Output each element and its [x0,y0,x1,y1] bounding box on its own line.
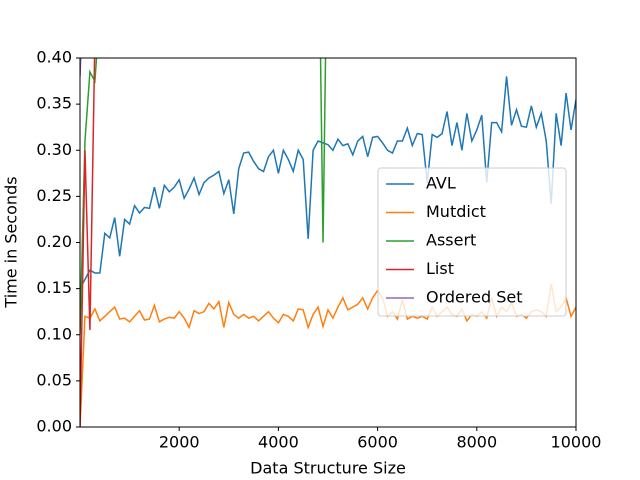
y-tick-label: 0.30 [36,140,72,159]
plot-frame [79,57,577,428]
data-line [80,58,96,427]
data-line [80,58,327,335]
legend-label: Ordered Set [426,288,522,307]
y-axis-label: Time in Seconds [2,176,21,308]
x-tick-label: 6000 [357,433,398,452]
y-tick-label: 0.20 [36,232,72,251]
x-tick-label: 4000 [258,433,299,452]
y-tick-label: 0.40 [36,48,72,67]
legend-box [377,167,567,317]
legend-label: Assert [426,231,476,250]
legend-label: Mutdict [426,202,486,221]
x-axis-label: Data Structure Size [250,459,406,478]
y-tick-label: 0.05 [36,370,72,389]
data-line [80,76,576,289]
x-tick-label: 8000 [456,433,497,452]
x-tick-label: 2000 [159,433,200,452]
y-tick-label: 0.10 [36,324,72,343]
y-tick-label: 0.00 [36,417,72,436]
y-tick-label: 0.35 [36,94,72,113]
y-tick-label: 0.25 [36,186,72,205]
y-tick-label: 0.15 [36,278,72,297]
x-tick-label: 10000 [551,433,602,452]
legend-label: List [426,259,454,278]
legend-label: AVL [426,174,456,193]
